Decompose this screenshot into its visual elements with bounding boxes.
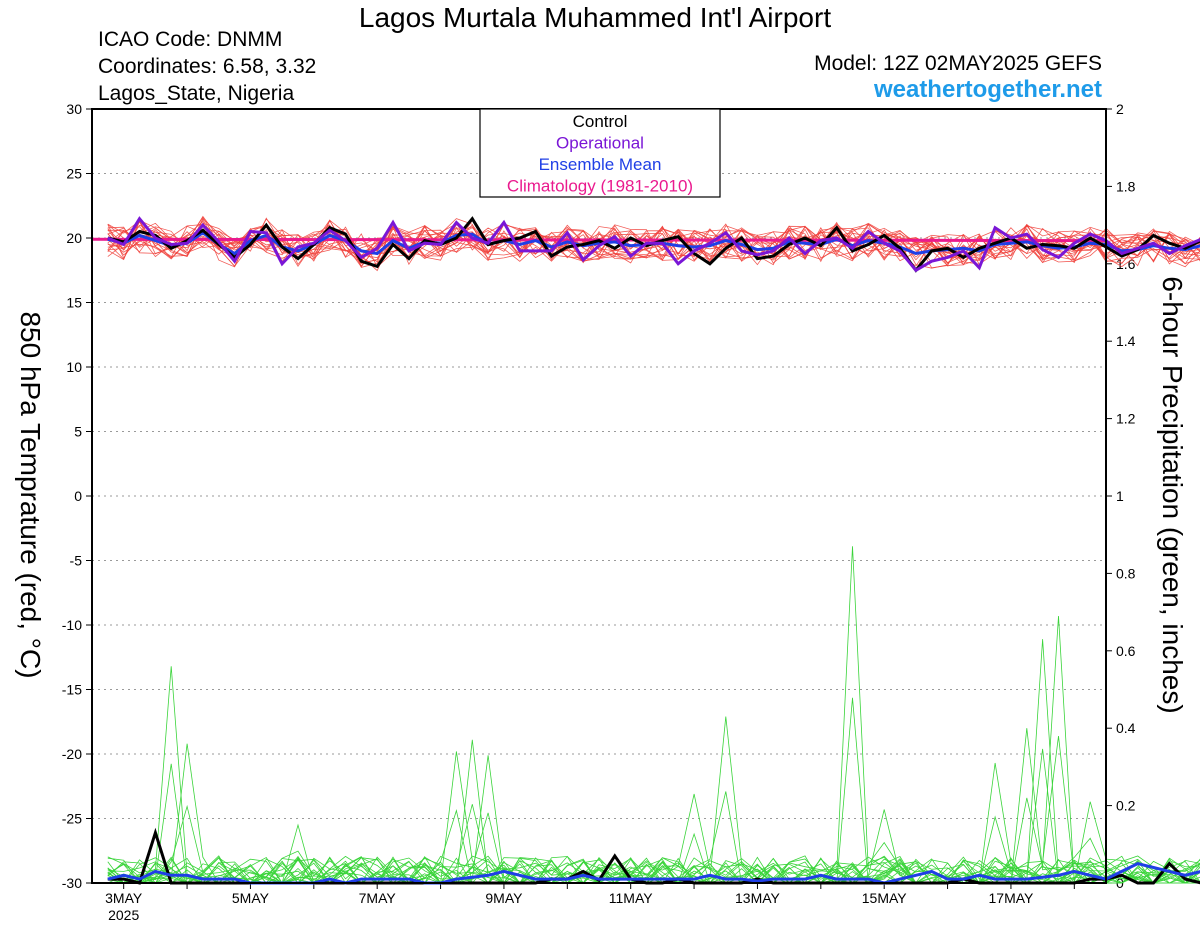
y-tick-label: 30 [66, 101, 82, 117]
y2-tick-label: 1.4 [1116, 333, 1136, 349]
location: Lagos_State, Nigeria [98, 82, 295, 105]
precip-member-line [107, 762, 1200, 885]
temp-member-line [107, 218, 1200, 268]
y-tick-label: -5 [70, 553, 83, 569]
y2-tick-label: 0.4 [1116, 720, 1136, 736]
operational-line [107, 216, 1200, 273]
y2-tick-label: 1 [1116, 488, 1124, 504]
site-link[interactable]: weathertogether.net [873, 76, 1102, 103]
y-tick-label: 15 [66, 295, 82, 311]
x-tick-sublabel: 2025 [108, 907, 139, 923]
y-axis-ticks-left: 30 25 20 15 10 5 0 -5 -10 -15 -20 -25 -30 [62, 101, 92, 891]
legend: Control Operational Ensemble Mean Climatolo… [479, 108, 721, 198]
legend-box [479, 108, 721, 198]
temp-member-line [107, 216, 1200, 268]
y-tick-label: -25 [62, 811, 82, 827]
precip-member-line [107, 639, 1200, 884]
y2-tick-label: 0.2 [1116, 798, 1136, 814]
x-tick-label: 11MAY [609, 890, 653, 906]
y-tick-label: -10 [62, 617, 82, 633]
plot-frame [91, 108, 1107, 884]
y-tick-label: -15 [62, 682, 82, 698]
coordinates: Coordinates: 6.58, 3.32 [98, 55, 317, 78]
precip-member-line [107, 751, 1200, 884]
y-tick-label: 10 [66, 359, 82, 375]
y2-tick-label: 0.6 [1116, 643, 1136, 659]
x-tick-label: 9MAY [485, 890, 523, 906]
y2-tick-label: 0.8 [1116, 565, 1136, 581]
legend-entry: Control [573, 112, 628, 131]
chart-title: Lagos Murtala Muhammed Int'l Airport [358, 2, 832, 33]
y-tick-label: 20 [66, 230, 82, 246]
temp-lines [91, 216, 1200, 273]
precip-member-line [107, 666, 1200, 884]
y2-tick-label: 1.8 [1116, 178, 1136, 194]
y2-tick-label: 2 [1116, 101, 1124, 117]
model-run: Model: 12Z 02MAY2025 GEFS [814, 52, 1102, 75]
x-tick-label: 15MAY [862, 890, 908, 906]
precip-member-line [107, 728, 1200, 884]
x-tick-label: 3MAY [105, 890, 143, 906]
y-tick-label: 25 [66, 166, 82, 182]
precip-member-line [107, 615, 1200, 884]
precip-member-line [107, 832, 1200, 884]
y-tick-label: 0 [74, 488, 82, 504]
precip-members [107, 546, 1200, 885]
x-tick-label: 17MAY [989, 890, 1035, 906]
precip-member-line [107, 755, 1200, 884]
legend-entry: Ensemble Mean [539, 155, 662, 174]
precip-member-line [107, 546, 1200, 884]
x-tick-label: 7MAY [359, 890, 397, 906]
y-tick-label: -20 [62, 746, 82, 762]
x-tick-label: 5MAY [232, 890, 270, 906]
y2-tick-label: 1.2 [1116, 411, 1136, 427]
legend-entry: Climatology (1981-2010) [507, 177, 693, 196]
legend-entry: Operational [556, 134, 644, 153]
y-tick-label: 5 [74, 424, 82, 440]
icao-code: ICAO Code: DNMM [98, 28, 283, 51]
x-tick-label: 13MAY [735, 890, 781, 906]
gridlines [92, 173, 1106, 819]
y-axis-ticks-right: 21.81.61.41.210.80.60.40.20 [1106, 101, 1136, 891]
temp-member-line [107, 224, 1200, 263]
precip-member-line [107, 697, 1200, 885]
y-tick-label: -30 [62, 875, 82, 891]
